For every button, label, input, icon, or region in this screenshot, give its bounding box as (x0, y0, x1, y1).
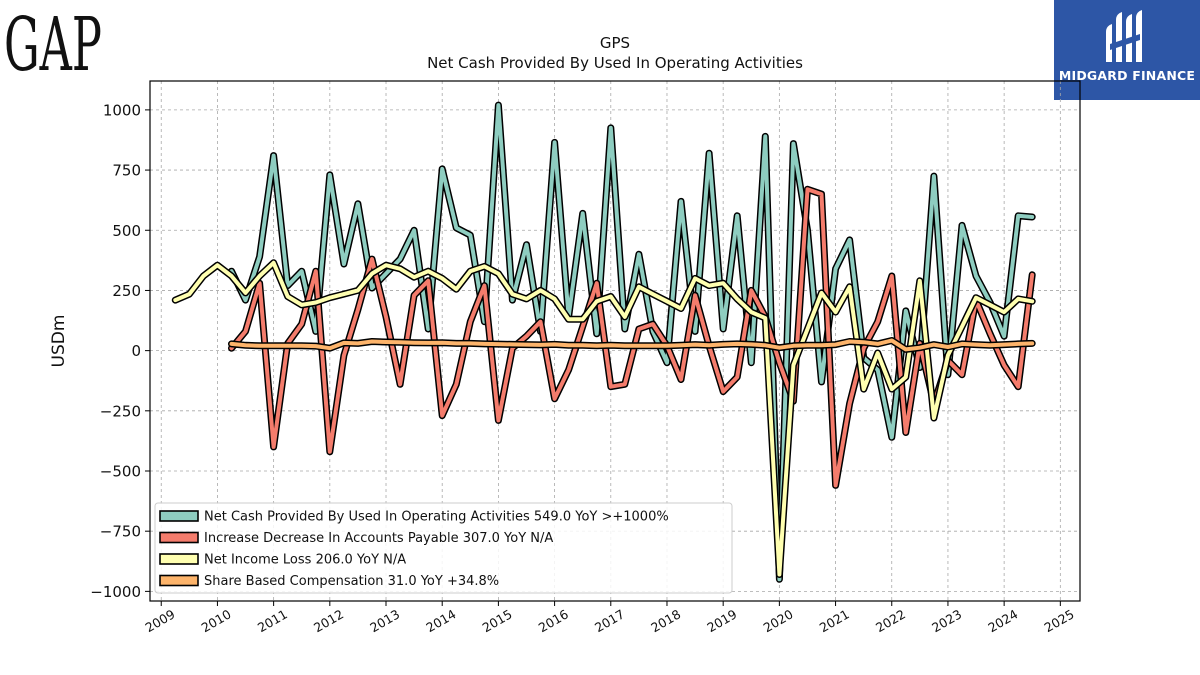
x-tick-label: 2013 (367, 606, 402, 635)
chart-subtitle: Net Cash Provided By Used In Operating A… (427, 54, 803, 72)
legend: Net Cash Provided By Used In Operating A… (154, 502, 733, 594)
legend-entry-label: Net Cash Provided By Used In Operating A… (204, 510, 669, 525)
midgard-emblem-icon (1106, 10, 1142, 62)
plot-frame (149, 80, 1081, 602)
x-tick-label: 2022 (873, 606, 908, 635)
series-layer (171, 101, 1036, 583)
x-tick-label: 2019 (704, 606, 739, 635)
x-tick-label: 2016 (536, 606, 571, 635)
legend-entry-label: Share Based Compensation 31.0 YoY +34.8% (204, 574, 499, 589)
gap-logo-mark: GAP (4, 2, 102, 88)
gap-logo: GAP (4, 2, 104, 88)
x-tick-label: 2020 (761, 606, 796, 635)
x-tick-label: 2010 (199, 606, 234, 635)
y-tick-label: 1000 (103, 101, 141, 119)
x-tick-label: 2011 (255, 606, 290, 635)
y-tick-label: −500 (100, 463, 141, 481)
chart-title: GPS (600, 34, 630, 52)
series-line-share-based-compensation (229, 338, 1035, 352)
legend-swatch (159, 531, 199, 544)
y-tick-label: 0 (131, 342, 141, 360)
midgard-finance-label: MIDGARD FINANCE (1058, 68, 1196, 83)
y-tick-label: −750 (100, 523, 141, 541)
x-tick-label: 2017 (592, 606, 627, 635)
x-tick-label: 2018 (648, 606, 683, 635)
legend-entry-label: Net Income Loss 206.0 YoY N/A (204, 553, 406, 568)
legend-swatch (159, 574, 199, 587)
x-tick-label: 2021 (817, 606, 852, 635)
legend-box (154, 502, 733, 594)
y-tick-label: −1000 (90, 583, 141, 601)
legend-swatch (159, 553, 199, 565)
x-tick-label: 2024 (985, 606, 1020, 635)
x-tick-label: 2009 (142, 606, 177, 635)
x-tick-label: 2012 (311, 606, 346, 635)
x-tick-label: 2023 (929, 606, 964, 635)
y-tick-label: −250 (100, 402, 141, 420)
x-tick-label: 2015 (480, 606, 515, 635)
x-tick-label: 2025 (1042, 606, 1077, 635)
y-axis-label: USDm (49, 315, 69, 368)
midgard-finance-logo: MIDGARD FINANCE (1054, 0, 1200, 100)
x-tick-label: 2014 (423, 606, 458, 635)
legend-entry-label: Increase Decrease In Accounts Payable 30… (204, 531, 553, 546)
series-line-net-income-loss (173, 260, 1035, 577)
y-tick-label: 500 (112, 222, 141, 240)
gap-logo-text: GAP (4, 4, 102, 74)
legend-swatch (159, 510, 199, 522)
y-tick-label: 250 (112, 282, 141, 300)
y-tick-label: 750 (112, 162, 141, 180)
